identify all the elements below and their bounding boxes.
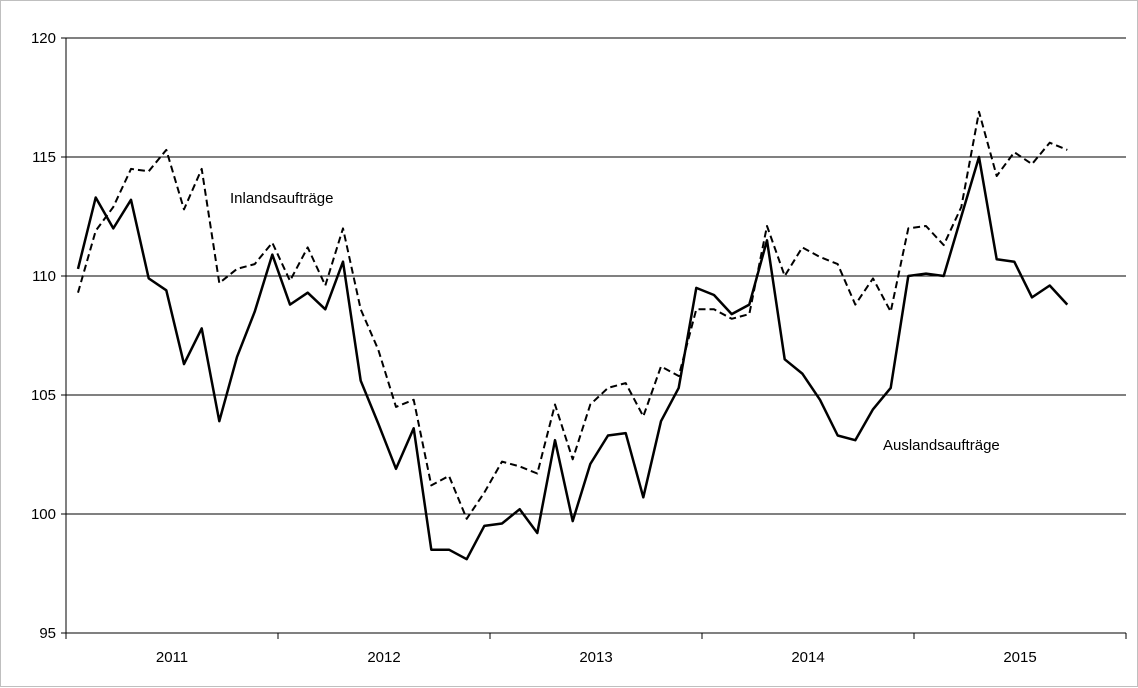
y-tick-label: 105	[31, 387, 56, 404]
x-axis-tick-labels: 2011 2012 2013 2014 2015	[156, 649, 1037, 666]
y-axis-tick-labels: 95 100 105 110 115 120	[31, 30, 56, 642]
series-annotations: Inlandsaufträge Auslandsaufträge	[230, 190, 1000, 454]
y-tick-label: 100	[31, 506, 56, 523]
y-tick-label: 120	[31, 30, 56, 47]
annotation-inlandsauftraege: Inlandsaufträge	[230, 190, 333, 207]
y-tick-label: 110	[32, 268, 56, 285]
x-tick-label-2013: 2013	[579, 649, 612, 666]
axes	[61, 37, 1127, 639]
x-tick-label-2011: 2011	[156, 649, 188, 666]
y-tick-label: 95	[39, 625, 56, 642]
series-line-auslandsauftraege	[76, 155, 1069, 561]
annotation-auslandsauftraege: Auslandsaufträge	[883, 437, 1000, 454]
gridlines	[66, 37, 1126, 515]
x-tick-label-2015: 2015	[1003, 649, 1036, 666]
x-tick-label-2012: 2012	[367, 649, 400, 666]
series-line-inlandsauftraege	[77, 110, 1068, 520]
y-tick-label: 115	[32, 149, 56, 166]
x-tick-label-2014: 2014	[791, 649, 824, 666]
series-lines	[76, 110, 1069, 561]
